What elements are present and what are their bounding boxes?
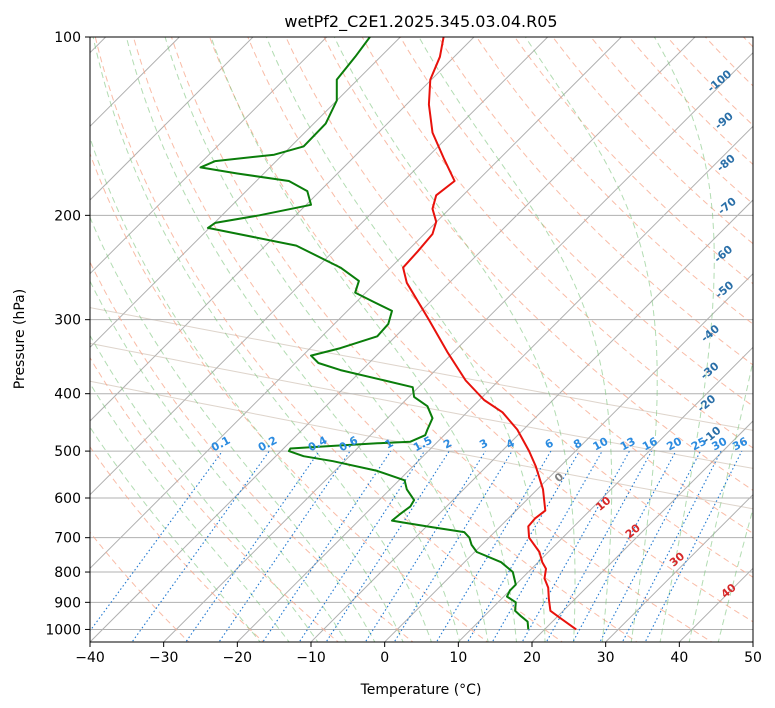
x-tick-label: 30	[597, 650, 615, 666]
moist-adiabat-line	[90, 280, 347, 642]
y-tick-label: 200	[54, 208, 81, 224]
moist-adiabat-line	[688, 358, 753, 642]
mixing-ratio-line	[621, 450, 722, 642]
y-tick-label: 700	[54, 531, 81, 547]
x-tick-label: 0	[380, 650, 389, 666]
x-tick-label: 40	[670, 650, 688, 666]
moist-adiabat-line	[265, 37, 546, 642]
x-tick-label: −40	[75, 650, 105, 666]
dry-adiabat-line	[90, 260, 414, 642]
moist-adiabat-line	[210, 37, 518, 642]
isotherm-line	[605, 493, 753, 642]
dry-adiabat-line	[94, 37, 564, 642]
moist-adiabat-line	[653, 37, 715, 642]
y-tick-label: 100	[54, 30, 81, 46]
moist-adiabat-line	[90, 136, 404, 642]
y-axis-label: Pressure (hPa)	[12, 289, 28, 389]
mixing-ratio-line	[90, 450, 223, 632]
mixing-ratio-line	[218, 450, 351, 642]
y-tick-label: 500	[54, 444, 81, 460]
temperature-profile-line	[402, 37, 577, 631]
dry-adiabat-line	[514, 37, 753, 285]
mixing-ratio-line	[435, 450, 552, 642]
dry-adiabat-line	[209, 37, 753, 623]
dry-adiabat-line	[90, 152, 489, 642]
mixing-ratio-line	[545, 450, 653, 642]
mixing-ratio-label: 13	[618, 435, 638, 454]
isotherm-line	[90, 37, 475, 422]
isotherm-line	[457, 346, 753, 642]
moist-adiabat-line	[524, 37, 658, 642]
y-tick-label: 600	[54, 491, 81, 507]
isotherm-line	[163, 51, 753, 642]
plot-frame	[89, 36, 754, 643]
mixing-ratio-line	[599, 450, 702, 642]
mixing-ratio-line	[262, 450, 392, 642]
mixing-ratio-line	[298, 450, 425, 642]
mixing-ratio-line	[521, 450, 630, 642]
dry-adiabat-line	[132, 37, 638, 642]
isotherm-line	[90, 37, 696, 642]
moist-adiabat-line	[92, 37, 432, 642]
moist-adiabat-line	[164, 37, 489, 642]
dry-adiabat-line	[90, 356, 340, 642]
mixing-ratio-label: 16	[640, 435, 660, 454]
moist-adiabat-line	[717, 507, 753, 642]
moist-adiabat-line	[90, 382, 290, 642]
background-curve-line	[90, 380, 753, 510]
isotherm-line	[531, 420, 753, 642]
isotherm-line	[384, 272, 753, 642]
isotherm-line	[90, 37, 328, 275]
mixing-ratio-line	[491, 450, 603, 642]
isotherm-line	[90, 37, 622, 570]
isotherm-line	[310, 199, 753, 642]
moist-adiabat-line	[418, 37, 613, 642]
mixing-ratio-line	[572, 450, 677, 642]
mixing-ratio-line	[393, 450, 513, 642]
moist-adiabat-line	[125, 37, 461, 642]
mixing-ratio-label: 10	[591, 435, 611, 454]
moist-adiabat-line	[90, 334, 319, 642]
y-tick-label: 900	[54, 595, 81, 611]
y-tick-label: 800	[54, 565, 81, 581]
mixing-ratio-label: 20	[664, 435, 684, 454]
isotherm-line	[90, 37, 549, 496]
dry-adiabat-line	[476, 37, 753, 325]
isotherm-line	[90, 37, 401, 349]
mixing-ratio-line	[644, 450, 743, 642]
mixing-ratio-label: 25	[689, 435, 709, 454]
isotherm-line	[90, 37, 254, 201]
mixing-ratio-line	[185, 450, 320, 642]
moist-adiabat-line	[333, 37, 576, 642]
mixing-ratio-line	[466, 450, 580, 642]
moist-adiabat-line	[90, 426, 261, 642]
y-tick-label: 1000	[45, 622, 81, 638]
x-tick-label: −10	[296, 650, 326, 666]
x-tick-label: 20	[523, 650, 541, 666]
x-tick-label: 50	[744, 650, 762, 666]
mixing-ratio-label: 36	[730, 435, 750, 454]
chart-title: wetPf2_C2E1.2025.345.03.04.R05	[284, 12, 557, 32]
dry-adiabat-line	[90, 446, 265, 642]
plot-background	[90, 37, 753, 642]
dewpoint-profile-line	[199, 37, 530, 630]
y-tick-label: 300	[54, 313, 81, 329]
x-tick-label: −20	[223, 650, 253, 666]
y-tick-label: 400	[54, 387, 81, 403]
moist-adiabat-line	[90, 216, 376, 642]
mixing-ratio-label: 30	[710, 435, 730, 454]
x-axis-label: Temperature (°C)	[360, 682, 482, 698]
isotherm-line	[236, 125, 753, 642]
x-tick-label: 10	[449, 650, 467, 666]
x-tick-label: −30	[149, 650, 179, 666]
